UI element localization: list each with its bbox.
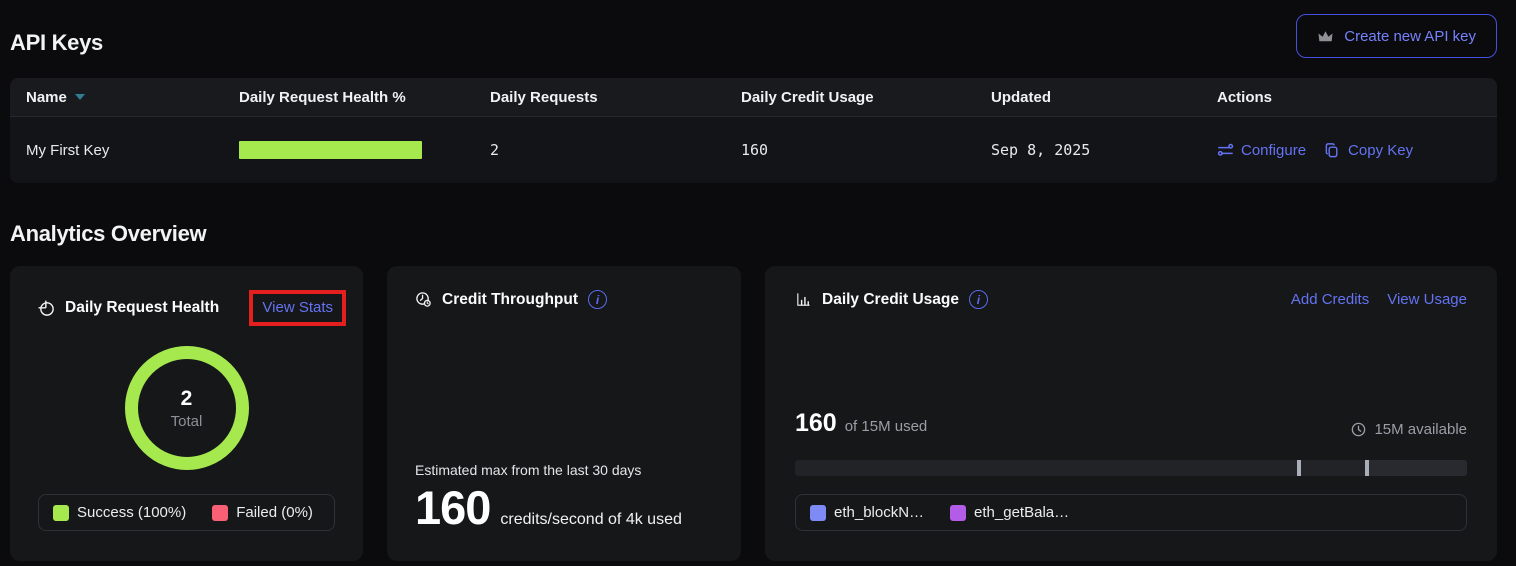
health-legend: Success (100%) Failed (0%) bbox=[38, 494, 335, 531]
usage-card-header: Daily Credit Usage i Add Credits View Us… bbox=[795, 290, 1467, 309]
annotation-highlight-box: View Stats bbox=[249, 290, 346, 326]
usage-progress-bar bbox=[795, 460, 1467, 476]
eth-getbalance-swatch bbox=[950, 504, 967, 521]
usage-bar-tick-1 bbox=[1296, 460, 1301, 476]
sliders-icon bbox=[1217, 143, 1234, 156]
health-donut-chart: 2 Total bbox=[38, 346, 335, 470]
health-bar-cell bbox=[239, 141, 490, 159]
throughput-unit: credits/second of 4k used bbox=[500, 511, 682, 528]
usage-summary-row: 160 of 15M used 15M available bbox=[795, 409, 1467, 438]
throughput-card-title: Credit Throughput bbox=[442, 290, 579, 308]
usage-bar-tick-2 bbox=[1364, 460, 1369, 476]
table-header-row: Name Daily Request Health % Daily Reques… bbox=[10, 78, 1497, 117]
page-title: API Keys bbox=[10, 30, 103, 55]
daily-credit-usage-cell: 160 bbox=[741, 141, 769, 159]
daily-request-health-card: Daily Request Health View Stats 2 Total … bbox=[10, 266, 363, 561]
health-card-title: Daily Request Health bbox=[65, 299, 220, 316]
column-header-name[interactable]: Name bbox=[10, 89, 239, 106]
gauge-clock-icon bbox=[416, 292, 431, 307]
usage-used-value: 160 bbox=[795, 409, 837, 437]
failed-label: Failed (0%) bbox=[236, 504, 313, 521]
throughput-value: 160 bbox=[415, 481, 491, 534]
health-bar bbox=[239, 141, 422, 159]
create-api-key-button[interactable]: Create new API key bbox=[1296, 14, 1497, 58]
throughput-caption: Estimated max from the last 30 days bbox=[415, 462, 642, 478]
view-usage-link[interactable]: View Usage bbox=[1387, 291, 1467, 308]
eth-blocknumber-swatch bbox=[810, 504, 826, 521]
crown-icon bbox=[1318, 30, 1333, 41]
actions-cell: Configure Copy Key bbox=[1217, 142, 1497, 159]
create-api-key-label: Create new API key bbox=[1344, 27, 1476, 45]
bar-chart-icon bbox=[797, 293, 810, 306]
copy-key-label: Copy Key bbox=[1348, 141, 1414, 159]
credit-throughput-card: Credit Throughput i Estimated max from t… bbox=[387, 266, 741, 561]
key-name-cell: My First Key bbox=[26, 141, 110, 159]
column-header-updated: Updated bbox=[991, 88, 1051, 106]
configure-label: Configure bbox=[1241, 141, 1307, 159]
legend-item-eth-blocknumber: eth_blockN… bbox=[810, 504, 924, 521]
throughput-info-icon[interactable]: i bbox=[588, 290, 608, 309]
donut-ring: 2 Total bbox=[124, 346, 249, 470]
updated-cell: Sep 8, 2025 bbox=[991, 141, 1091, 159]
eth-blocknumber-label: eth_blockN… bbox=[834, 504, 925, 521]
daily-requests-cell: 2 bbox=[490, 141, 500, 159]
table-row: My First Key 2 160 Sep 8, 2025 Configure… bbox=[10, 117, 1497, 183]
usage-info-icon[interactable]: i bbox=[968, 290, 988, 309]
column-header-health: Daily Request Health % bbox=[239, 88, 406, 106]
usage-available-caption: 15M available bbox=[1374, 421, 1467, 438]
api-keys-table: Name Daily Request Health % Daily Reques… bbox=[10, 78, 1497, 183]
donut-total-value: 2 bbox=[180, 386, 193, 410]
legend-item-success: Success (100%) bbox=[53, 504, 186, 521]
column-header-credit-usage: Daily Credit Usage bbox=[741, 88, 874, 106]
legend-item-eth-getbalance: eth_getBala… bbox=[950, 504, 1069, 521]
pie-chart-icon bbox=[38, 300, 54, 316]
daily-credit-usage-card: Daily Credit Usage i Add Credits View Us… bbox=[765, 266, 1497, 561]
failed-swatch bbox=[212, 504, 229, 521]
analytics-overview-title: Analytics Overview bbox=[10, 221, 207, 246]
usage-legend: eth_blockN… eth_getBala… bbox=[795, 494, 1467, 531]
health-card-header: Daily Request Health View Stats bbox=[38, 290, 346, 326]
usage-card-title: Daily Credit Usage bbox=[822, 290, 959, 308]
throughput-card-header: Credit Throughput i bbox=[415, 290, 713, 309]
throughput-value-row: 160 credits/second of 4k used bbox=[415, 484, 713, 531]
clock-icon bbox=[1352, 422, 1366, 437]
donut-total-label: Total bbox=[170, 412, 203, 430]
eth-getbalance-label: eth_getBala… bbox=[974, 504, 1070, 521]
usage-used-caption: of 15M used bbox=[844, 418, 928, 435]
success-label: Success (100%) bbox=[77, 504, 187, 521]
usage-bar-right-segment bbox=[1368, 460, 1467, 476]
column-header-actions: Actions bbox=[1217, 88, 1273, 106]
add-credits-link[interactable]: Add Credits bbox=[1290, 291, 1370, 308]
configure-link[interactable]: Configure bbox=[1217, 142, 1306, 159]
legend-item-failed: Failed (0%) bbox=[212, 504, 313, 521]
column-name-label: Name bbox=[26, 88, 67, 106]
sort-chevron-icon bbox=[74, 94, 85, 100]
view-stats-link[interactable]: View Stats bbox=[262, 299, 333, 316]
copy-key-link[interactable]: Copy Key bbox=[1324, 142, 1413, 159]
column-header-requests: Daily Requests bbox=[490, 88, 598, 106]
top-bar: API Keys Create new API key bbox=[10, 0, 1497, 58]
success-swatch bbox=[53, 504, 69, 521]
analytics-cards: Daily Request Health View Stats 2 Total … bbox=[10, 266, 1497, 561]
copy-icon bbox=[1325, 142, 1338, 157]
